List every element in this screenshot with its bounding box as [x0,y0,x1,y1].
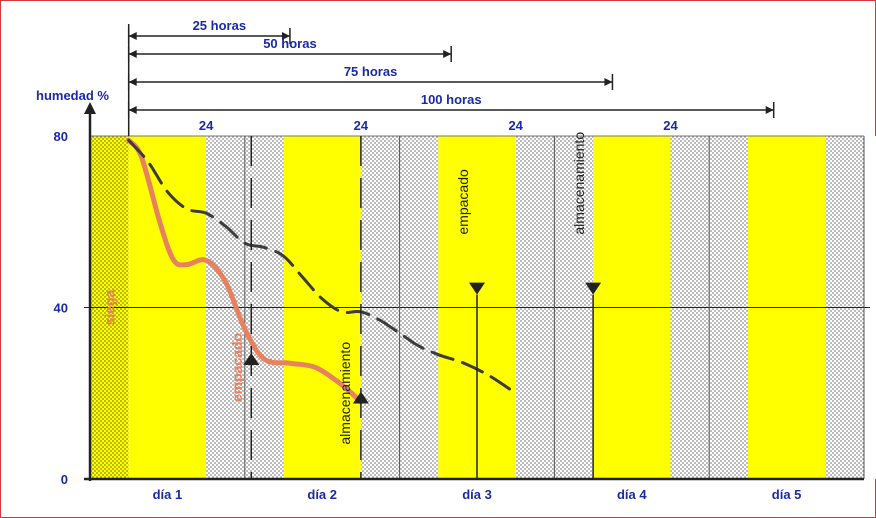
marker-label: empacado [229,333,245,402]
duration-label: 50 horas [263,36,316,51]
marker-label: siega [102,289,118,325]
duration-arrowhead-right [765,106,774,114]
marker-label: almacenamiento [571,132,587,235]
y-axis-label: humedad % [36,88,109,103]
marker-arrow-down-icon [469,282,485,295]
marker-arrow-up-icon [243,352,260,365]
x-tick-label: día 3 [462,487,492,502]
duration-label: 100 horas [421,92,482,107]
tick-labels: 0 40 80 día 1 día 2 día 3 día 4 día 5 24 24 24 24 [54,118,802,502]
duration-arrowhead-right [604,78,613,86]
day-length-label: 24 [354,118,369,133]
duration-arrows: 25 horas 50 horas 75 horas 100 horas [127,18,775,136]
day-length-label: 24 [508,118,523,133]
y-tick-label: 0 [61,472,68,487]
duration-label: 75 horas [344,64,397,79]
duration-label: 25 horas [193,18,246,33]
day-length-label: 24 [663,118,678,133]
duration-arrowhead-right [281,32,290,40]
y-axis-arrowhead [84,102,96,114]
marker-arrow-up-icon [352,391,369,404]
duration-arrowhead-left [128,32,137,40]
x-tick-label: día 4 [617,487,647,502]
marker-arrow-down-icon [585,282,602,295]
marker-label: empacado [455,169,471,235]
axes [84,102,864,481]
duration-arrowhead-left [128,78,137,86]
day-length-label: 24 [199,118,214,133]
y-tick-label: 80 [54,129,68,144]
duration-arrowhead-left [128,106,137,114]
duration-arrowhead-left [128,50,137,58]
x-tick-label: día 5 [772,487,802,502]
x-tick-label: día 2 [307,487,337,502]
x-tick-label: día 1 [153,487,183,502]
marker-label: almacenamiento [337,342,353,445]
duration-arrowhead-right [443,50,452,58]
y-tick-label: 40 [54,301,68,316]
event-markers: siega empacado almacenamiento empacado almac… [102,132,602,479]
series-line-dashed [127,138,518,395]
series-lines [126,137,518,405]
